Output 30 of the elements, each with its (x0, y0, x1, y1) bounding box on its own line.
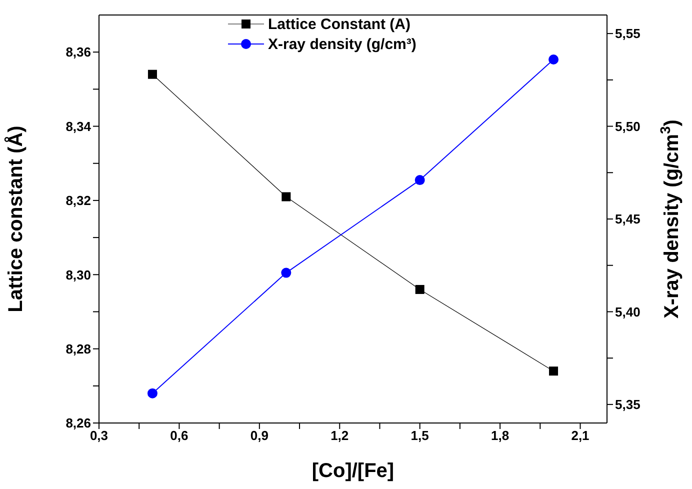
x-tick-label: 1,8 (491, 428, 510, 444)
point (282, 192, 291, 202)
point (548, 54, 559, 65)
x-tick-label: 1,5 (410, 428, 429, 444)
y-tick-label: 8,28 (66, 341, 91, 356)
point (415, 284, 424, 294)
y-axis-title: Lattice constant (Å) (4, 126, 27, 312)
y2-tick-label: 5,35 (615, 397, 640, 412)
legend-label: X-ray density (g/cm³) (268, 36, 416, 52)
x-tick-label: 1,2 (330, 428, 349, 444)
x-tick-label: 2,1 (571, 428, 590, 444)
point (147, 388, 158, 398)
y2-tick-label: 5,40 (615, 304, 640, 320)
x-tick-label: 0,6 (170, 428, 188, 444)
y-tick-label: 8,34 (66, 118, 92, 134)
y-tick-label: 8,32 (66, 193, 91, 208)
y2-tick-label: 5,55 (615, 26, 640, 42)
y2-tick-label: 5,45 (615, 212, 640, 227)
point (281, 268, 292, 278)
y-tick-label: 8,26 (66, 416, 91, 431)
x-tick-label: 0,3 (90, 428, 108, 444)
point (549, 366, 558, 376)
y-tick-label: 8,36 (66, 44, 91, 60)
point (414, 175, 425, 186)
point (148, 70, 157, 79)
y-tick-label: 8,30 (66, 267, 91, 282)
x-tick-label: 0,9 (250, 428, 268, 444)
x-axis-title: [Co]/[Fe] (312, 460, 394, 482)
y2-tick-label: 5,50 (615, 118, 640, 134)
legend-label: Lattice Constant (A) (268, 16, 410, 32)
